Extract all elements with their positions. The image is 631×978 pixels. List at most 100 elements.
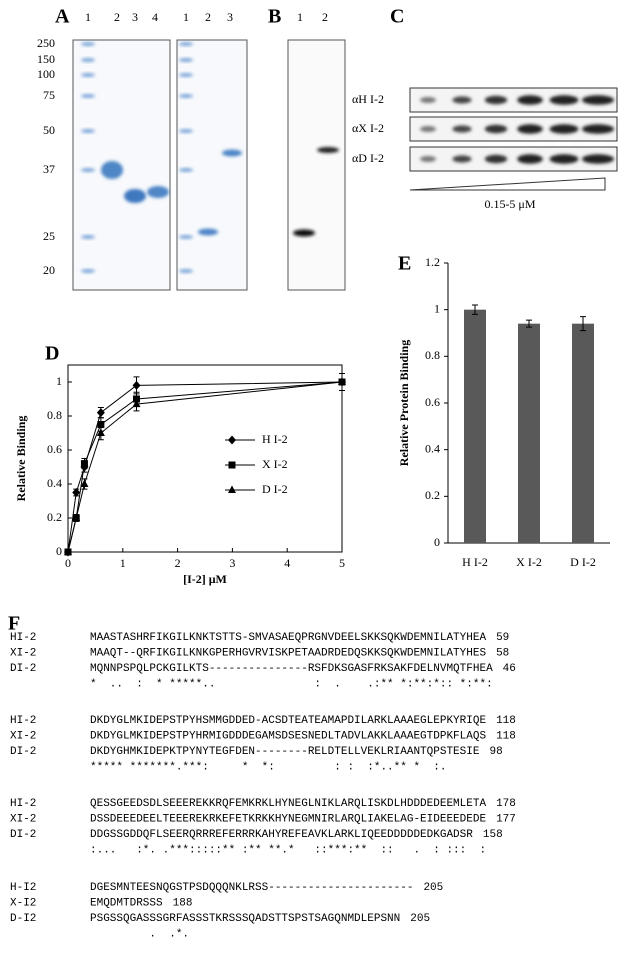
marker — [64, 547, 72, 555]
gel-b — [287, 39, 346, 291]
marker — [80, 460, 88, 468]
marker-label: 20 — [43, 263, 55, 277]
bar — [572, 323, 594, 543]
gel-band — [198, 228, 218, 236]
error-bar — [526, 319, 532, 328]
sequence: DKDYGHMKIDEPKTPYNYTEGFDEN--------RELDTEL… — [90, 746, 480, 758]
gel-band — [582, 95, 614, 105]
seq-name: DI-2 — [10, 663, 36, 675]
y-tick-label: 0.4 — [47, 476, 62, 490]
blot-label: αX I-2 — [352, 121, 384, 135]
blot-label: αH I-2 — [352, 92, 384, 106]
seq-name: HI-2 — [10, 632, 36, 644]
gel-band — [81, 235, 95, 239]
gel-band — [452, 155, 472, 163]
gel-band — [81, 42, 95, 46]
y-tick-label: 0.2 — [47, 510, 62, 524]
y-tick-label: 0.6 — [425, 395, 440, 409]
y-tick-label: 0.2 — [425, 488, 440, 502]
gel-band — [582, 124, 614, 134]
gel-band — [179, 235, 193, 239]
seq-name: DI-2 — [10, 829, 36, 841]
gel-band — [81, 129, 95, 133]
legend-marker — [228, 435, 236, 445]
x-tick-label: 3 — [229, 556, 235, 570]
marker — [80, 479, 89, 487]
marker-label: 37 — [43, 162, 55, 176]
gel-band — [124, 189, 146, 203]
gel-band — [293, 229, 315, 237]
gel-band — [517, 95, 543, 105]
marker-label: 100 — [37, 67, 55, 81]
gel-band — [484, 124, 508, 134]
consensus: . .*. — [90, 928, 189, 940]
x-tick-label: X I-2 — [516, 555, 542, 569]
lane-label: 1 — [297, 10, 303, 24]
marker — [96, 408, 105, 418]
marker-label: 150 — [37, 52, 55, 66]
seq-end: 205 — [423, 882, 443, 894]
gel-band — [179, 129, 193, 133]
consensus: ***** *******.***: * *: : : :*..** * :. — [90, 761, 460, 773]
marker-label: 50 — [43, 123, 55, 137]
marker — [72, 513, 81, 521]
y-axis-label: Relative Protein Binding — [397, 340, 411, 466]
gel-band — [549, 154, 579, 164]
legend-marker — [228, 485, 236, 493]
y-tick-label: 1.2 — [425, 255, 440, 269]
blot-label: αD I-2 — [352, 151, 384, 165]
marker — [132, 399, 141, 408]
lane-label: 2 — [205, 10, 211, 24]
y-tick-label: 1 — [56, 374, 62, 388]
series-line — [67, 381, 343, 553]
seq-line: DGESMNTEESNQGSTPSDQQQNKLRSS-------------… — [90, 882, 443, 894]
seq-end: 59 — [496, 632, 509, 644]
y-tick-label: 0 — [434, 535, 440, 549]
gel-band — [420, 156, 436, 162]
panel-label: B — [268, 6, 281, 28]
bar — [518, 323, 540, 543]
lane-label: 2 — [114, 10, 120, 24]
gradient-label: 0.15-5 μM — [484, 197, 535, 211]
seq-name: XI-2 — [10, 813, 36, 825]
gel-band — [517, 124, 543, 134]
lane-label: 1 — [183, 10, 189, 24]
panel-label: F — [8, 613, 20, 635]
y-tick-label: 0.8 — [47, 408, 62, 422]
seq-end: 118 — [496, 715, 516, 727]
consensus: * .. : * *****.. : . .:** *:**:*:: *:**: — [90, 678, 493, 690]
legend-marker — [228, 461, 236, 469]
seq-line: MAASTASHRFIKGILKNKTSTTS-SMVASAEQPRGNVDEE… — [90, 632, 509, 644]
gel-band — [147, 186, 169, 198]
seq-name: HI-2 — [10, 798, 36, 810]
sequence: DKDYGLMKIDEPSTPYHSMMGDDED-ACSDTEATEAMAPD… — [90, 715, 486, 727]
x-tick-label: 2 — [175, 556, 181, 570]
error-bar — [472, 304, 478, 315]
seq-name: X-I2 — [10, 897, 36, 909]
sequence: DSSDEEEDEELTEEEREKRKEFETKRKKHYNEGMNIRLAR… — [90, 813, 486, 825]
marker-label: 25 — [43, 229, 55, 243]
marker-label: 75 — [43, 88, 55, 102]
marker — [96, 428, 105, 436]
legend-label: X I-2 — [262, 457, 288, 471]
seq-line: DKDYGLMKIDEPSTPYHRMIGDDDEGAMSDSESNEDLTAD… — [90, 730, 516, 742]
sequence: EMQDMTDRSSS — [90, 897, 163, 909]
gel-band — [179, 269, 193, 273]
seq-line: QESSGEEDSDLSEEEREKKRQFEMKRKLHYNEGLNIKLAR… — [90, 798, 516, 810]
x-tick-label: H I-2 — [462, 555, 488, 569]
y-tick-label: 0.4 — [425, 441, 440, 455]
seq-end: 177 — [496, 813, 516, 825]
seq-line: PSGSSQGASSSGRFASSSTKRSSSQADSTTSPSTSAGQNM… — [90, 913, 430, 925]
seq-end: 58 — [496, 647, 509, 659]
gel-band — [517, 154, 543, 164]
y-tick-label: 0.8 — [425, 348, 440, 362]
sequence: DDGSSGDDQFLSEERQRRREFERRRKAHYREFEAVKLARK… — [90, 829, 473, 841]
sequence: DKDYGLMKIDEPSTPYHRMIGDDDEGAMSDSESNEDLTAD… — [90, 730, 486, 742]
sequence: MAASTASHRFIKGILKNKTSTTS-SMVASAEQPRGNVDEE… — [90, 632, 486, 644]
plot-frame — [67, 364, 343, 553]
seq-name: XI-2 — [10, 647, 36, 659]
x-tick-label: 0 — [65, 556, 71, 570]
seq-name: HI-2 — [10, 715, 36, 727]
seq-line: DKDYGLMKIDEPSTPYHSMMGDDED-ACSDTEATEAMAPD… — [90, 715, 516, 727]
